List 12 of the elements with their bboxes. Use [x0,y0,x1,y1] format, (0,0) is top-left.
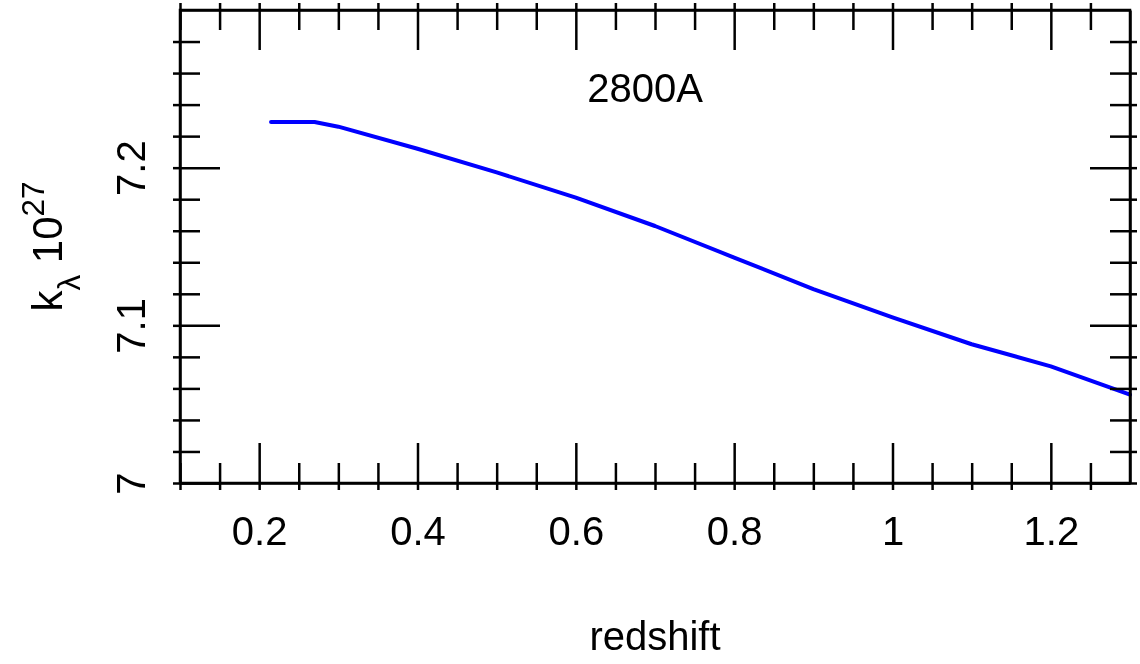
y-tick-label: 7.2 [109,140,153,196]
annotation: 2800A [587,66,704,110]
y-tick-label: 7.1 [109,298,153,354]
x-tick-label: 0.2 [231,509,288,553]
x-tick-label: 0.8 [706,509,763,553]
x-tick-label: 1.2 [1023,509,1080,553]
line-series [269,119,1132,397]
y-tick-label: 7 [109,472,153,495]
x-tick-label: 0.4 [390,509,446,553]
x-tick-label: 0.6 [548,509,605,553]
x-tick-label: 1 [881,509,905,553]
x-axis-title: redshift [589,614,721,658]
